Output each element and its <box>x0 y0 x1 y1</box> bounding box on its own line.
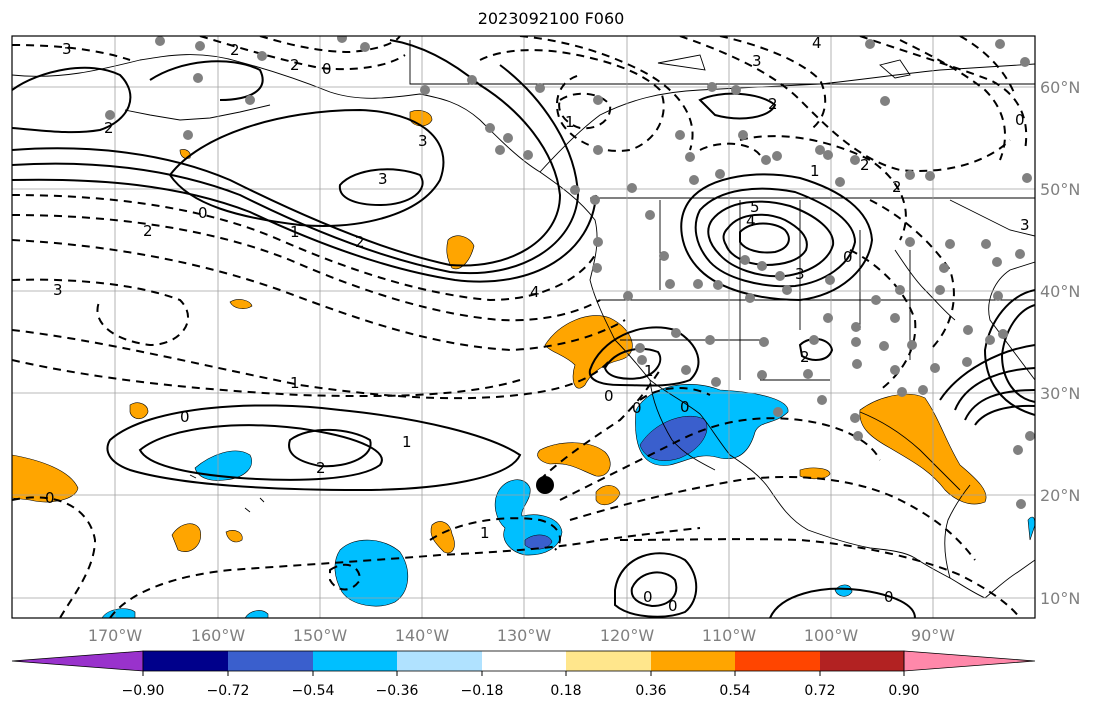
contour-label: 2 <box>800 348 810 366</box>
colorbar-segment <box>735 651 820 671</box>
contour-label: 0 <box>45 489 55 507</box>
contour-label-group: 3 2 2 0 2 3 3 2 1 2 0 3 4 3 2 1 0 5 4 3 … <box>45 34 1030 615</box>
lat-tick-label: 50°N <box>1040 180 1080 199</box>
lat-tick-label: 20°N <box>1040 486 1080 505</box>
contour-label: 2 <box>892 178 902 196</box>
contour-label: 3 <box>53 281 63 299</box>
colorbar-tick-label: 0.54 <box>719 683 750 699</box>
lon-tick-label: 100°W <box>804 626 859 645</box>
graticule <box>12 36 1035 618</box>
contour-label: 2 <box>316 459 326 477</box>
colorbar-segment <box>482 651 566 671</box>
contour-label: 1 <box>480 524 490 542</box>
contour-label: 2 <box>290 56 300 74</box>
contour-label: 0 <box>643 588 653 606</box>
contour-label: 1 <box>644 362 654 380</box>
colorbar-tick-label: −0.18 <box>461 683 504 699</box>
lat-tick-label: 10°N <box>1040 589 1080 608</box>
contour-label: 0 <box>884 588 894 606</box>
colorbar: −0.90 −0.72 −0.54 −0.36 −0.18 0.18 0.36 … <box>11 650 1036 699</box>
colorbar-extend-min <box>11 650 144 672</box>
contour-label: 1 <box>565 113 575 131</box>
colorbar-tick-label: 0.72 <box>804 683 835 699</box>
colorbar-segment <box>397 651 482 671</box>
colorbar-segment <box>566 651 651 671</box>
colorbar-tick-label: −0.72 <box>207 683 250 699</box>
contour-label: 4 <box>746 212 756 230</box>
contour-label: 3 <box>1020 216 1030 234</box>
lon-tick-label: 160°W <box>191 626 246 645</box>
positive-shading <box>12 110 987 554</box>
contour-label: 0 <box>322 60 332 78</box>
contour-label: 3 <box>378 170 388 188</box>
lon-tick-label: 130°W <box>497 626 552 645</box>
contour-label: 0 <box>668 597 678 615</box>
map-layers: 3 2 2 0 2 3 3 2 1 2 0 3 4 3 2 1 0 5 4 3 … <box>12 34 1035 618</box>
colorbar-tick-label: −0.54 <box>292 683 335 699</box>
lon-tick-label: 170°W <box>88 626 143 645</box>
contour-label: 3 <box>418 132 428 150</box>
contour-label: 1 <box>402 433 412 451</box>
contour-label: 1 <box>810 162 820 180</box>
contour-label: 3 <box>795 265 805 283</box>
colorbar-segment <box>651 651 735 671</box>
coastlines <box>12 40 1035 599</box>
contour-label: 1 <box>290 374 300 392</box>
station-markers <box>105 36 1035 509</box>
lon-tick-label: 110°W <box>702 626 757 645</box>
lon-tick-label: 140°W <box>395 626 450 645</box>
positive-contours <box>12 39 1035 618</box>
contour-label: 4 <box>812 34 822 52</box>
contour-label: 0 <box>680 398 690 416</box>
contour-label: 0 <box>632 399 642 417</box>
colorbar-tick-label: −0.36 <box>376 683 419 699</box>
lat-tick-label: 30°N <box>1040 384 1080 403</box>
contour-label: 4 <box>530 283 540 301</box>
map-frame <box>11 35 1036 619</box>
contour-label: 2 <box>768 95 778 113</box>
contour-label: 5 <box>750 198 760 216</box>
contour-label: 2 <box>860 156 870 174</box>
contour-label: 2 <box>355 233 365 251</box>
contour-label: 0 <box>180 408 190 426</box>
contour-label: 3 <box>752 52 762 70</box>
contour-label: 1 <box>290 223 300 241</box>
storm-center-marker <box>536 476 554 494</box>
colorbar-segment <box>228 651 313 671</box>
colorbar-tick-label: −0.90 <box>122 683 165 699</box>
contour-label: 2 <box>143 222 153 240</box>
lon-tick-label: 120°W <box>600 626 655 645</box>
lat-tick-label: 60°N <box>1040 78 1080 97</box>
lon-tick-label: 90°W <box>911 626 955 645</box>
map-title: 2023092100 F060 <box>477 9 625 28</box>
contour-label: 3 <box>62 40 72 58</box>
contour-label: 0 <box>1015 111 1025 129</box>
colorbar-tick-label: 0.90 <box>888 683 919 699</box>
colorbar-tick-label: 0.36 <box>635 683 666 699</box>
colorbar-tick-label: 0.18 <box>550 683 581 699</box>
contour-label: 0 <box>604 387 614 405</box>
contour-label: 2 <box>230 41 240 59</box>
lon-tick-label: 150°W <box>293 626 348 645</box>
colorbar-segment <box>313 651 397 671</box>
colorbar-frame <box>142 650 905 672</box>
contour-label: 0 <box>843 248 853 266</box>
lon-tick-labels: 170°W 160°W 150°W 140°W 130°W 120°W 110°… <box>88 626 955 645</box>
colorbar-extend-max <box>903 650 1036 672</box>
negative-shading-dark <box>524 416 708 550</box>
colorbar-segment <box>820 651 904 671</box>
lat-tick-label: 40°N <box>1040 282 1080 301</box>
contour-label: 0 <box>198 204 208 222</box>
lat-tick-labels: 60°N 50°N 40°N 30°N 20°N 10°N <box>1040 78 1080 608</box>
colorbar-segment <box>143 651 228 671</box>
contour-label: 2 <box>104 119 114 137</box>
